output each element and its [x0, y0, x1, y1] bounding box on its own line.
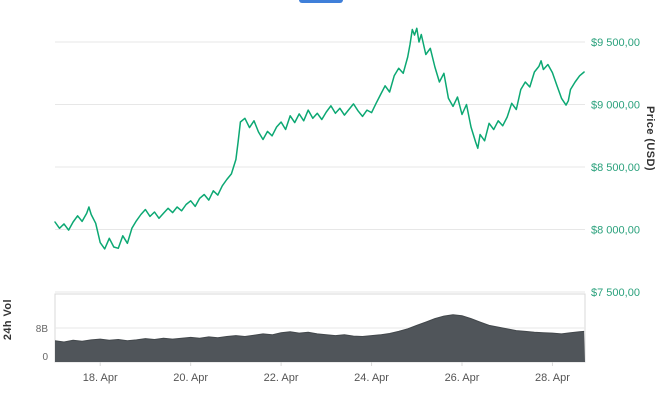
- price-tick-label: $9 000,00: [591, 100, 640, 112]
- volume-axis-title: 24h Vol: [2, 299, 14, 341]
- volume-area-edge: [54, 314, 585, 343]
- top-cropped-element: [299, 0, 343, 3]
- price-line-series[interactable]: [54, 27, 585, 250]
- volume-tick-label: 8B: [36, 324, 49, 335]
- x-tick-label: 18. Apr: [83, 372, 118, 384]
- x-tick-label: 22. Apr: [264, 372, 299, 384]
- x-tick-label: 20. Apr: [173, 372, 208, 384]
- volume-tick-label: 0: [42, 352, 48, 363]
- x-tick-label: 28. Apr: [535, 372, 570, 384]
- volume-area-series[interactable]: [55, 314, 585, 362]
- price-tick-label: $9 500,00: [591, 37, 640, 49]
- price-tick-label: $8 000,00: [591, 225, 640, 237]
- x-tick-label: 24. Apr: [354, 372, 389, 384]
- x-tick-label: 26. Apr: [445, 372, 480, 384]
- price-axis-title: Price (USD): [644, 106, 656, 171]
- price-tick-label: $8 500,00: [591, 162, 640, 174]
- price-tick-label: $7 500,00: [591, 287, 640, 299]
